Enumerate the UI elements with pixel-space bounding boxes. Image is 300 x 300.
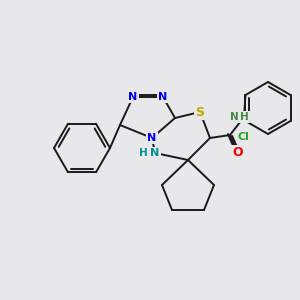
Text: H: H	[240, 112, 248, 122]
Text: S: S	[196, 106, 205, 118]
Text: N: N	[230, 112, 238, 122]
Text: N: N	[147, 133, 157, 143]
Text: N: N	[158, 92, 168, 102]
Text: Cl: Cl	[238, 132, 249, 142]
Text: N: N	[150, 148, 160, 158]
Text: N: N	[128, 92, 138, 102]
Text: O: O	[233, 146, 243, 160]
Text: H: H	[139, 148, 147, 158]
